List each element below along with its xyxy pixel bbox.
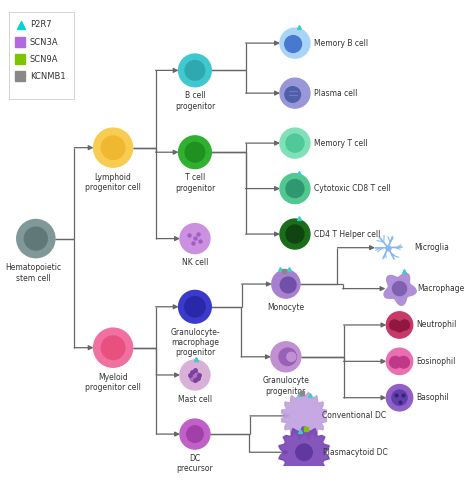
Text: CD4 T Helper cell: CD4 T Helper cell: [314, 229, 380, 239]
Text: DC
precursor: DC precursor: [177, 454, 213, 473]
Text: Microglia: Microglia: [414, 243, 449, 252]
Text: SCN3A: SCN3A: [30, 38, 59, 46]
Circle shape: [93, 328, 133, 367]
Circle shape: [280, 28, 310, 58]
Text: B cell
progenitor: B cell progenitor: [175, 91, 215, 111]
Polygon shape: [384, 273, 416, 305]
Text: NK cell: NK cell: [182, 258, 208, 267]
Circle shape: [93, 128, 133, 167]
Circle shape: [286, 180, 304, 197]
Circle shape: [185, 297, 205, 317]
FancyBboxPatch shape: [9, 12, 73, 99]
Text: Plasmacytoid DC: Plasmacytoid DC: [323, 448, 387, 457]
Circle shape: [187, 426, 203, 442]
Text: Cytotoxic CD8 T cell: Cytotoxic CD8 T cell: [314, 184, 391, 193]
Circle shape: [386, 312, 413, 338]
Text: Granulocyte
progenitor: Granulocyte progenitor: [263, 377, 310, 396]
Text: Myeloid
progenitor cell: Myeloid progenitor cell: [85, 373, 141, 392]
Text: Monocyte: Monocyte: [267, 302, 304, 312]
Circle shape: [390, 356, 401, 368]
Circle shape: [285, 87, 301, 102]
Text: Neutrophil: Neutrophil: [416, 320, 457, 330]
Text: Hematopoietic
stem cell: Hematopoietic stem cell: [6, 263, 62, 283]
Circle shape: [17, 220, 55, 257]
Circle shape: [400, 320, 410, 330]
Circle shape: [286, 225, 304, 243]
Circle shape: [394, 322, 404, 332]
Text: Mast cell: Mast cell: [178, 394, 212, 404]
Polygon shape: [282, 392, 327, 439]
Circle shape: [280, 219, 310, 249]
Circle shape: [296, 444, 312, 460]
Circle shape: [101, 336, 125, 360]
Text: T cell
progenitor: T cell progenitor: [175, 173, 215, 193]
Text: Macrophage: Macrophage: [417, 284, 465, 293]
Circle shape: [180, 419, 210, 449]
Circle shape: [280, 128, 310, 158]
FancyBboxPatch shape: [15, 54, 26, 64]
Circle shape: [271, 342, 301, 372]
Circle shape: [190, 372, 200, 382]
Text: KCNMB1: KCNMB1: [30, 72, 65, 81]
Circle shape: [101, 136, 125, 159]
Text: Granulocyte-
macrophage
progenitor: Granulocyte- macrophage progenitor: [170, 328, 220, 358]
FancyBboxPatch shape: [15, 37, 26, 47]
Circle shape: [280, 277, 296, 293]
Circle shape: [392, 282, 407, 296]
Text: Plasma cell: Plasma cell: [314, 89, 357, 98]
Text: Eosinophil: Eosinophil: [416, 357, 456, 366]
Circle shape: [180, 224, 210, 254]
Circle shape: [280, 78, 310, 108]
Polygon shape: [279, 427, 329, 477]
Text: P2R7: P2R7: [30, 20, 52, 30]
Circle shape: [398, 356, 410, 368]
Circle shape: [179, 290, 211, 323]
Circle shape: [185, 60, 205, 80]
FancyBboxPatch shape: [15, 71, 26, 81]
Circle shape: [272, 270, 300, 298]
Circle shape: [390, 320, 400, 330]
Circle shape: [285, 36, 301, 52]
Text: Basophil: Basophil: [416, 393, 449, 402]
Circle shape: [179, 136, 211, 168]
Circle shape: [287, 352, 296, 361]
Circle shape: [179, 54, 211, 87]
Circle shape: [180, 360, 210, 390]
Text: Conventional DC: Conventional DC: [322, 411, 386, 421]
Text: Memory B cell: Memory B cell: [314, 39, 368, 47]
Circle shape: [392, 390, 407, 406]
Circle shape: [280, 174, 310, 204]
Circle shape: [286, 134, 304, 152]
Circle shape: [24, 227, 47, 250]
Circle shape: [185, 142, 205, 162]
Circle shape: [386, 384, 413, 411]
Text: Memory T cell: Memory T cell: [314, 138, 367, 148]
Text: SCN9A: SCN9A: [30, 55, 58, 64]
Circle shape: [386, 348, 413, 375]
Text: Lymphoid
progenitor cell: Lymphoid progenitor cell: [85, 173, 141, 192]
Circle shape: [279, 348, 296, 365]
